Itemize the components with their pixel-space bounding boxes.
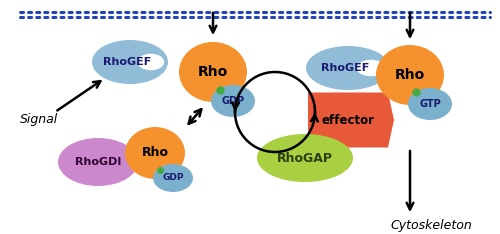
Ellipse shape (257, 134, 353, 182)
Ellipse shape (125, 127, 185, 179)
Text: Cytoskeleton: Cytoskeleton (390, 219, 472, 231)
Polygon shape (308, 92, 394, 147)
Text: RhoGEF: RhoGEF (320, 63, 369, 73)
Ellipse shape (138, 54, 164, 70)
Ellipse shape (92, 40, 168, 84)
Ellipse shape (211, 85, 255, 117)
Text: effector: effector (322, 113, 374, 127)
Text: GTP: GTP (419, 99, 441, 109)
Text: RhoGAP: RhoGAP (277, 151, 333, 165)
Text: Rho: Rho (198, 65, 228, 79)
Ellipse shape (179, 42, 247, 102)
Ellipse shape (376, 45, 444, 105)
Text: Rho: Rho (142, 146, 169, 160)
Text: RhoGEF: RhoGEF (103, 57, 151, 67)
Ellipse shape (153, 164, 193, 192)
Text: GDP: GDP (162, 173, 184, 183)
Ellipse shape (58, 138, 138, 186)
Text: RhoGDI: RhoGDI (75, 157, 121, 167)
Ellipse shape (408, 88, 452, 120)
Text: Rho: Rho (395, 68, 425, 82)
Ellipse shape (306, 46, 390, 90)
Text: GDP: GDP (222, 96, 244, 106)
Ellipse shape (356, 60, 386, 76)
Text: Signal: Signal (20, 113, 58, 127)
